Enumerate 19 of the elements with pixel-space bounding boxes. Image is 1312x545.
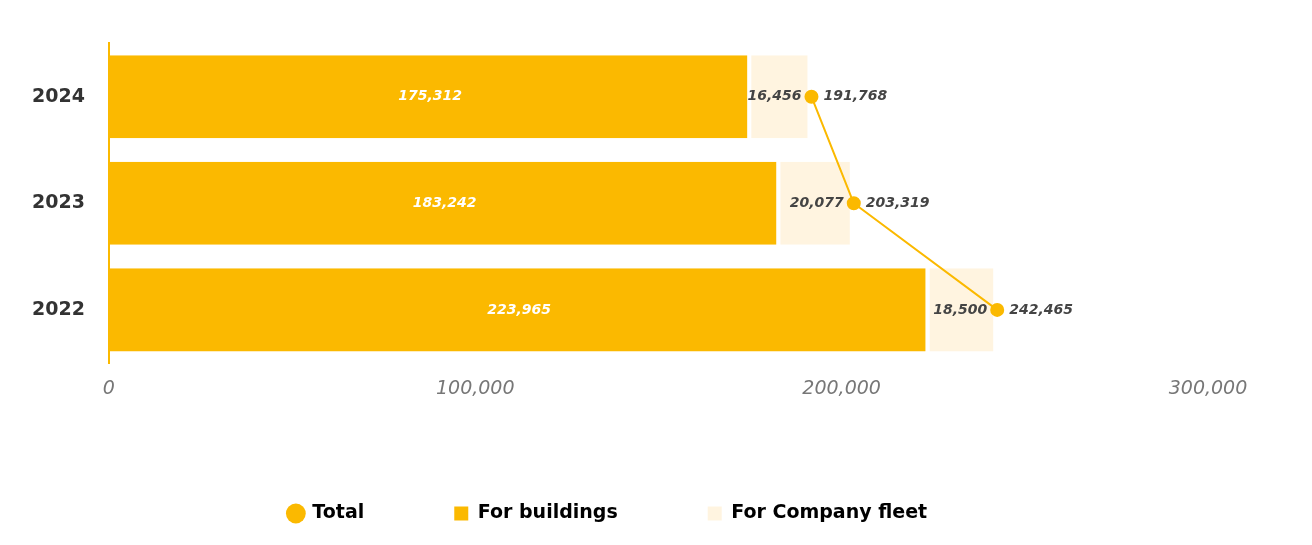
data-label: 18,500	[933, 300, 988, 317]
data-label: 191,768	[823, 87, 888, 104]
y-tick-label: 2023	[31, 190, 85, 213]
legend-label: For buildings	[477, 500, 618, 523]
data-label: 242,465	[1009, 300, 1074, 317]
x-tick-label: 200,000	[802, 375, 881, 398]
x-tick-label: 300,000	[1168, 375, 1248, 398]
legend-label: Total	[312, 500, 365, 523]
data-label: 203,319	[865, 193, 930, 210]
x-tick-label: 100,000	[435, 375, 515, 398]
data-label: 223,965	[487, 300, 552, 317]
y-tick-label: 2024	[31, 83, 85, 106]
data-label: 16,456	[747, 87, 802, 104]
data-label: 175,312	[398, 87, 462, 104]
y-tick-label: 2022	[31, 296, 85, 319]
legend-label: For Company fleet	[731, 500, 928, 523]
data-label: 20,077	[789, 193, 845, 210]
x-tick-label: 0	[102, 375, 115, 398]
data-label: 183,242	[412, 193, 477, 210]
